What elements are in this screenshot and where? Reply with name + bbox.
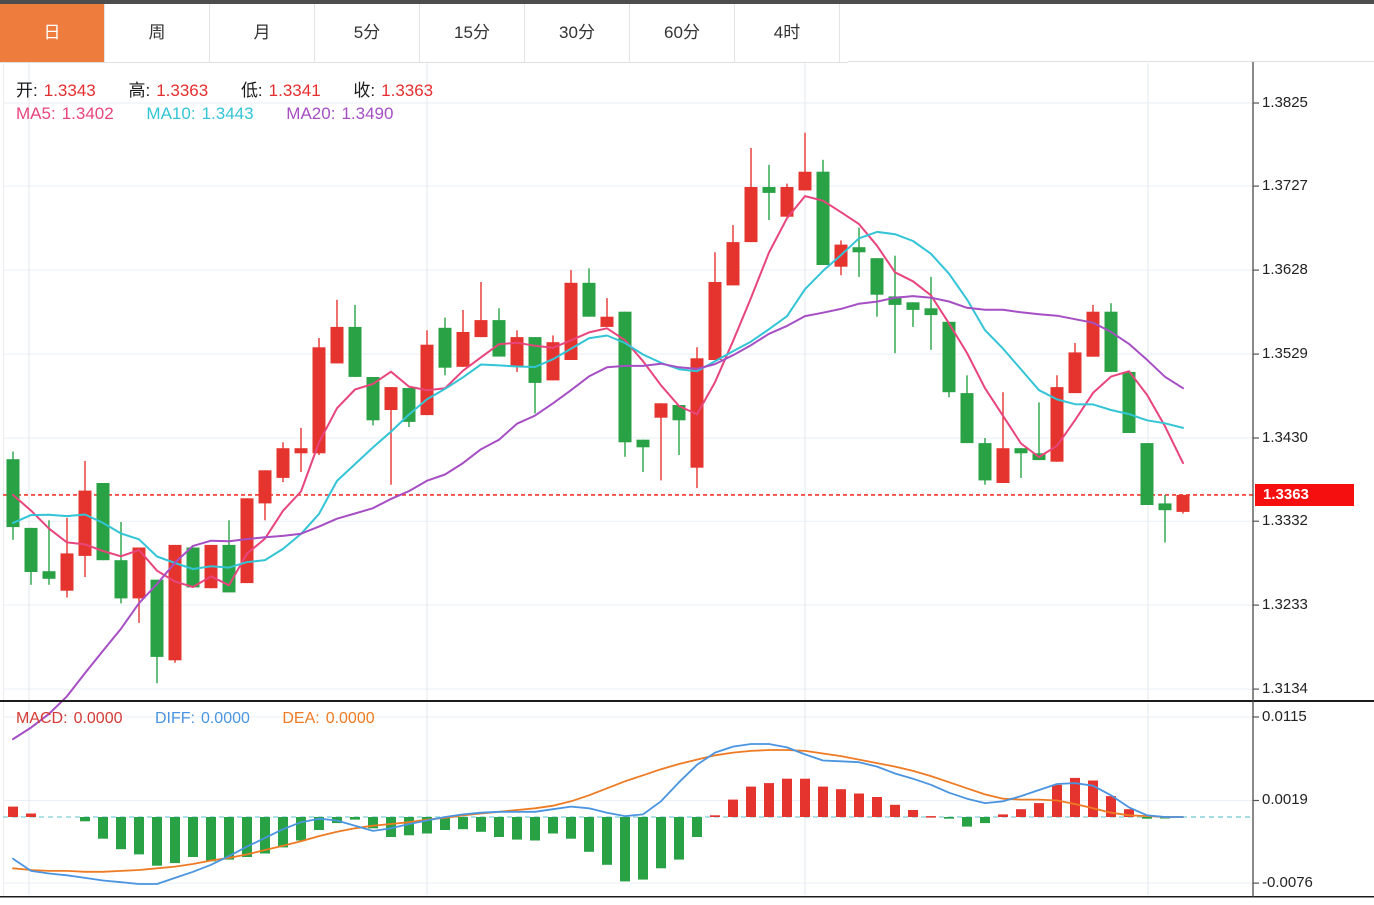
- high-label: 高:: [128, 81, 151, 100]
- y-axis-tick-macd: 0.0115: [1262, 707, 1307, 725]
- open-label: 开:: [16, 81, 38, 100]
- dea-label: DEA:: [282, 710, 320, 727]
- macd-label: MACD:: [16, 710, 68, 727]
- period-tab-bar: 日 周 月 5分 15分 30分 60分 4时: [0, 4, 848, 63]
- macd-legend: MACD: 0.0000 DIFF: 0.0000 DEA: 0.0000: [16, 710, 381, 728]
- dea-value: 0.0000: [325, 710, 375, 727]
- low-label: 低:: [240, 81, 263, 100]
- ma10-label: MA10:: [146, 104, 196, 123]
- ohlc-legend: 开: 1.3343 高: 1.3363 低: 1.3341 收: 1.3363: [16, 76, 439, 101]
- y-axis-tick-main: 1.3332: [1262, 512, 1308, 530]
- y-axis-tick-macd: 0.0019: [1262, 791, 1308, 809]
- tab-day[interactable]: 日: [0, 4, 105, 62]
- tab-30min[interactable]: 30分: [525, 4, 630, 62]
- tab-60min[interactable]: 60分: [630, 4, 735, 62]
- ma10-value: 1.3443: [201, 104, 254, 123]
- ma20-value: 1.3490: [341, 104, 394, 123]
- y-axis-tick-main: 1.3628: [1262, 261, 1308, 279]
- ma-legend: MA5: 1.3402 MA10: 1.3443 MA20: 1.3490: [16, 104, 399, 124]
- high-value: 1.3363: [156, 81, 209, 100]
- y-axis-tick-main: 1.3430: [1262, 429, 1308, 447]
- ma5-label: MA5:: [16, 104, 56, 123]
- low-value: 1.3341: [268, 81, 321, 100]
- close-value: 1.3363: [381, 81, 434, 100]
- tab-15min[interactable]: 15分: [420, 4, 525, 62]
- ma20-label: MA20:: [286, 104, 336, 123]
- tab-5min[interactable]: 5分: [315, 4, 420, 62]
- diff-label: DIFF:: [154, 710, 195, 727]
- macd-value: 0.0000: [73, 710, 123, 727]
- y-axis-tick-main: 1.3529: [1262, 345, 1308, 363]
- y-axis-tick-main: 1.3825: [1262, 94, 1308, 111]
- current-price-tag: 1.3363: [1255, 484, 1354, 506]
- y-axis-tick-macd: -0.0076: [1262, 874, 1313, 892]
- close-label: 收:: [353, 81, 376, 100]
- y-axis-tick-main: 1.3134: [1262, 680, 1308, 698]
- window-top-edge: [0, 0, 1374, 4]
- tabbar-underline: [848, 61, 1374, 62]
- tab-4hour[interactable]: 4时: [735, 4, 840, 62]
- diff-value: 0.0000: [200, 710, 250, 727]
- tab-month[interactable]: 月: [210, 4, 315, 62]
- open-value: 1.3343: [43, 81, 96, 100]
- plot-left-border: [3, 62, 4, 896]
- ma5-value: 1.3402: [61, 104, 114, 123]
- y-axis-tick-main: 1.3233: [1262, 596, 1308, 614]
- tab-week[interactable]: 周: [105, 4, 210, 62]
- y-axis-tick-main: 1.3727: [1262, 177, 1308, 195]
